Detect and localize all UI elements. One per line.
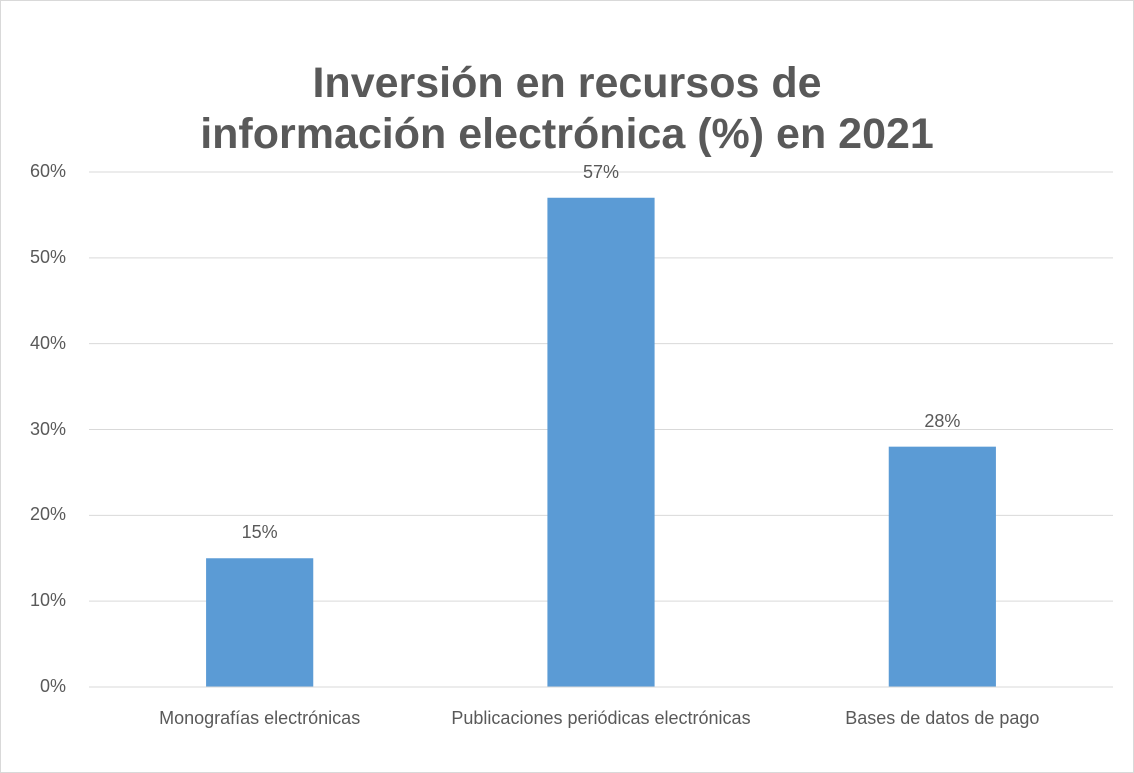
y-tick-label: 10% xyxy=(29,590,66,611)
x-tick-label: Publicaciones periódicas electrónicas xyxy=(451,708,751,728)
bar xyxy=(547,197,655,687)
data-label: 57% xyxy=(582,161,620,182)
x-tick-label: Monografías electrónicas xyxy=(159,708,361,728)
y-tick-label: 20% xyxy=(29,504,66,525)
y-tick-label: 50% xyxy=(29,246,66,267)
data-label: 28% xyxy=(924,410,961,431)
bar xyxy=(206,558,314,687)
bar xyxy=(888,446,996,687)
y-tick-label: 60% xyxy=(29,161,66,181)
x-tick-label: Bases de datos de pago xyxy=(845,708,1040,728)
data-label: 15% xyxy=(241,522,278,543)
chart-title: Inversión en recursos de información ele… xyxy=(200,59,934,158)
y-tick-label: 40% xyxy=(29,332,66,353)
y-tick-label: 30% xyxy=(29,418,66,439)
y-tick-label: 0% xyxy=(39,676,66,696)
